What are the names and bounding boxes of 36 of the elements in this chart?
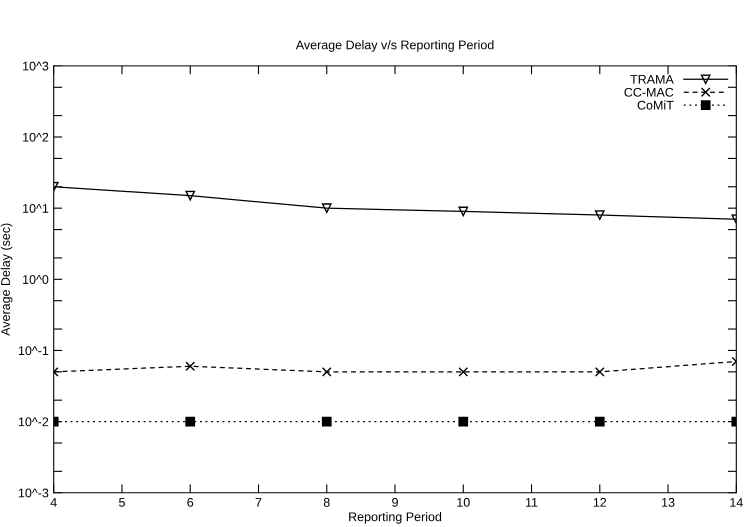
point xyxy=(594,210,605,220)
y-tick-label: 10^-1 xyxy=(18,346,48,356)
point xyxy=(594,416,605,426)
x-tick-label: 10 xyxy=(457,498,470,507)
y-tick-label: 10^3 xyxy=(23,62,48,71)
x-tick-label: 14 xyxy=(730,498,743,507)
point xyxy=(185,361,196,372)
y-tick-label: 10^2 xyxy=(23,132,48,142)
y-axis-title: Average Delay (sec) xyxy=(0,224,12,336)
point xyxy=(458,416,468,426)
y-tick-label: 10^0 xyxy=(23,275,48,284)
x-tick-label: 8 xyxy=(324,498,330,507)
point xyxy=(185,190,196,200)
y-tick-label: 10^1 xyxy=(23,204,48,213)
x-tick-label: 11 xyxy=(526,498,538,507)
point xyxy=(458,367,468,377)
y-tick-label: 10^-3 xyxy=(18,488,48,498)
point xyxy=(322,416,332,426)
point xyxy=(594,367,605,377)
x-tick-label: 5 xyxy=(118,498,125,507)
point xyxy=(322,203,332,214)
x-tick-label: 12 xyxy=(594,498,606,507)
point xyxy=(458,206,468,216)
legend-label: TRAMA xyxy=(630,75,674,84)
point xyxy=(185,416,196,426)
legend-label: CC-MAC xyxy=(624,88,674,97)
point xyxy=(322,367,332,377)
x-axis-title: Reporting Period xyxy=(349,512,442,524)
x-tick-label: 13 xyxy=(662,498,674,507)
x-tick-label: 6 xyxy=(187,498,194,507)
x-tick-label: 9 xyxy=(392,498,398,507)
chart-title: Average Delay v/s Reporting Period xyxy=(296,40,494,52)
legend-label: CoMiT xyxy=(638,100,674,110)
x-tick-label: 7 xyxy=(256,498,262,507)
y-tick-label: 10^-2 xyxy=(18,417,48,426)
x-tick-label: 4 xyxy=(50,498,57,507)
